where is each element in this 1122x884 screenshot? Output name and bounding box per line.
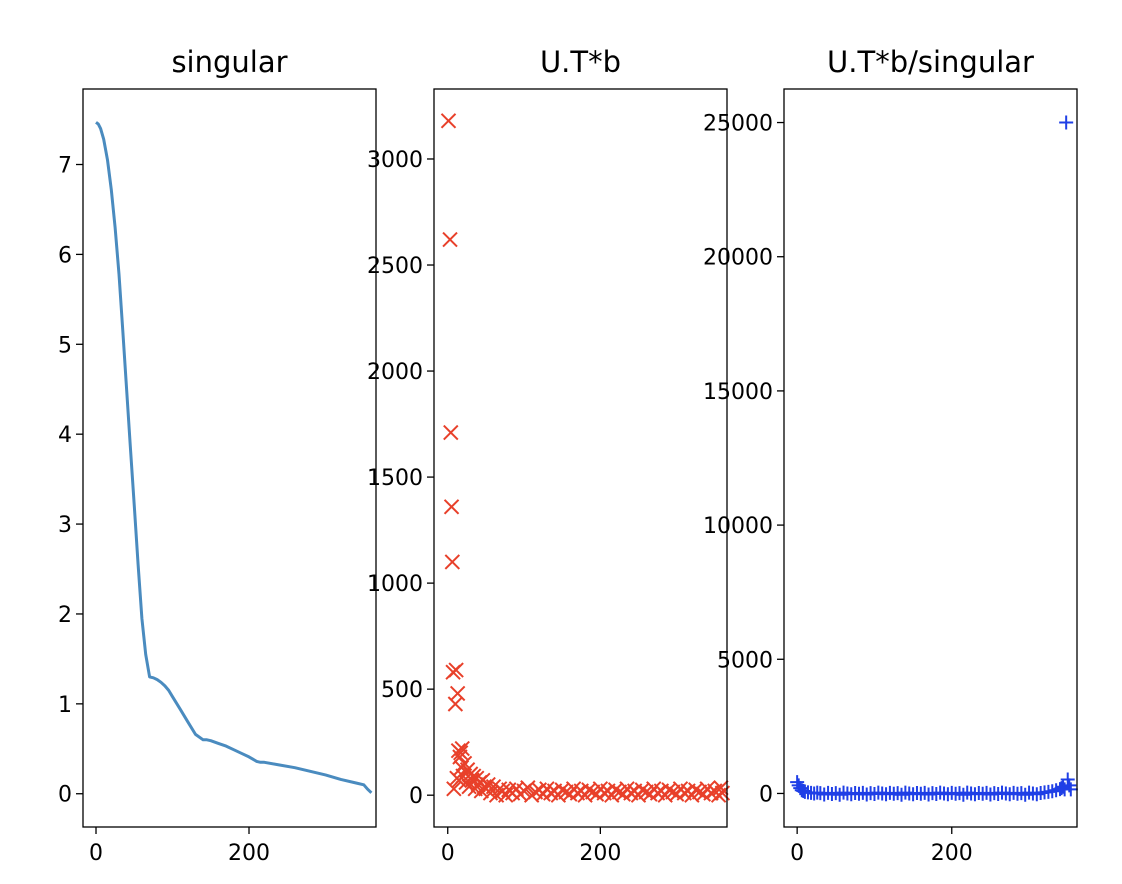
y-tick-label: 6 (58, 243, 72, 268)
panel-utb-singular-axes: 0 200 0 5000 10000 15000 20000 25000 (703, 112, 973, 866)
panel-singular-series (95, 121, 373, 794)
x-tick-label: 0 (790, 841, 804, 866)
y-tick-label: 1 (58, 693, 72, 718)
panel-singular-title: singular (171, 45, 287, 79)
x-tick-label: 200 (931, 841, 973, 866)
data-point (452, 745, 469, 761)
y-tick-label: 0 (58, 783, 72, 808)
y-tick-label: 7 (58, 154, 72, 179)
y-tick-label: 20000 (703, 246, 773, 271)
data-point (790, 775, 805, 790)
panel-utb-series (440, 113, 731, 803)
y-tick-label: 5000 (717, 648, 773, 673)
data-point (444, 554, 461, 570)
data-point (1054, 781, 1069, 796)
x-tick-label: 0 (89, 841, 103, 866)
data-point (480, 776, 496, 793)
y-tick-label: 2500 (367, 254, 423, 279)
y-tick-label: 0 (409, 784, 423, 809)
panel-utb-frame (433, 88, 728, 828)
x-tick-label: 200 (228, 841, 270, 866)
data-point (1060, 772, 1075, 787)
data-point (448, 662, 464, 678)
data-point (442, 231, 458, 248)
data-point (446, 781, 462, 797)
y-tick-label: 1500 (367, 466, 423, 491)
panel-utb-singular-series (790, 115, 1078, 802)
x-tick-label: 0 (441, 841, 455, 866)
data-point (1056, 779, 1071, 794)
y-tick-label: 10000 (703, 514, 773, 539)
data-point (443, 424, 459, 441)
y-tick-label: 3000 (367, 148, 423, 173)
panel-utb-singular-title: U.T*b/singular (827, 45, 1034, 79)
data-point (440, 113, 457, 129)
y-tick-label: 1000 (367, 572, 423, 597)
y-tick-label: 3 (58, 513, 72, 538)
data-point (713, 780, 729, 796)
data-point (1029, 787, 1044, 802)
y-tick-label: 5 (58, 333, 72, 358)
y-tick-label: 2000 (367, 360, 423, 385)
panel-utb-title: U.T*b (540, 45, 621, 79)
data-point (443, 499, 460, 515)
panel-singular-frame (82, 88, 377, 828)
series-line (95, 121, 373, 794)
panel-utb-singular-frame (783, 88, 1078, 828)
panel-singular-axes: 0 200 0 1 2 3 4 5 6 7 (58, 154, 270, 866)
panel-utb-singular: U.T*b/singular 0 200 0 5000 10000 15000 20000 2… (703, 45, 1078, 866)
panel-singular: singular 0 200 0 1 2 3 4 5 6 7 (58, 45, 377, 866)
y-tick-label: 15000 (703, 380, 773, 405)
data-point (454, 740, 470, 757)
y-tick-label: 25000 (703, 112, 773, 137)
y-tick-label: 2 (58, 603, 72, 628)
y-tick-label: 4 (58, 423, 72, 448)
data-point (1063, 782, 1078, 797)
x-tick-label: 200 (579, 841, 621, 866)
data-point (449, 685, 466, 702)
data-point (1059, 115, 1074, 130)
data-point (447, 696, 464, 712)
y-tick-label: 500 (381, 678, 423, 703)
y-tick-label: 0 (759, 782, 773, 807)
